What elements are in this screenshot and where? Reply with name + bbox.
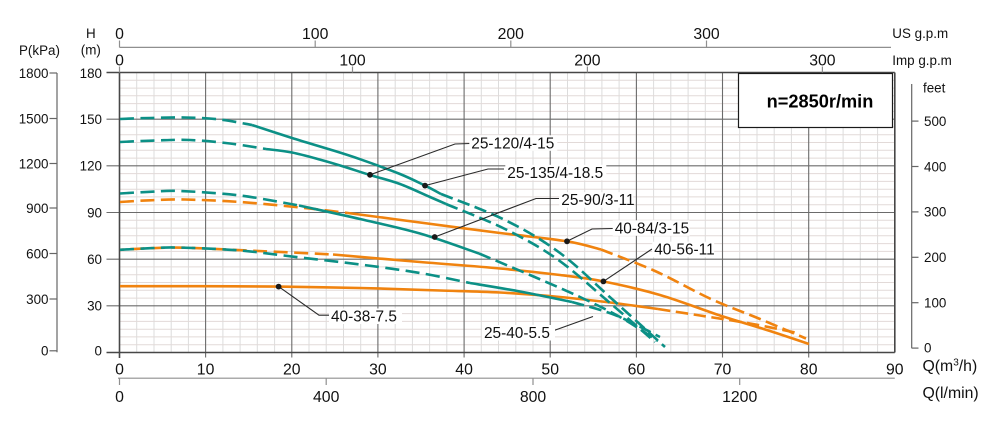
svg-text:Q(m3/h): Q(m3/h) <box>923 357 978 375</box>
svg-text:30: 30 <box>87 299 102 314</box>
svg-text:900: 900 <box>26 201 48 216</box>
svg-text:300: 300 <box>924 205 946 220</box>
svg-text:70: 70 <box>714 361 732 378</box>
svg-text:25-40-5.5: 25-40-5.5 <box>484 325 550 342</box>
svg-text:100: 100 <box>302 26 329 43</box>
svg-text:Q(l/min): Q(l/min) <box>923 385 979 402</box>
svg-text:1200: 1200 <box>722 389 757 406</box>
svg-text:10: 10 <box>197 361 215 378</box>
svg-text:0: 0 <box>95 344 102 359</box>
svg-text:400: 400 <box>924 159 946 174</box>
svg-text:40-38-7.5: 40-38-7.5 <box>331 309 397 326</box>
svg-text:300: 300 <box>809 52 836 69</box>
svg-text:80: 80 <box>800 361 818 378</box>
svg-text:100: 100 <box>339 52 366 69</box>
svg-text:H: H <box>86 26 96 41</box>
svg-text:Imp g.p.m: Imp g.p.m <box>892 53 952 68</box>
svg-text:300: 300 <box>693 26 720 43</box>
svg-text:1200: 1200 <box>19 156 49 171</box>
svg-text:800: 800 <box>520 389 547 406</box>
svg-text:40: 40 <box>455 361 473 378</box>
svg-text:30: 30 <box>369 361 387 378</box>
svg-text:200: 200 <box>924 250 946 265</box>
svg-text:n=2850r/min: n=2850r/min <box>767 92 874 112</box>
svg-text:0: 0 <box>115 52 124 69</box>
svg-text:(m): (m) <box>81 43 101 58</box>
svg-text:300: 300 <box>26 292 48 307</box>
svg-text:US g.p.m: US g.p.m <box>892 26 948 41</box>
svg-text:25-90/3-11: 25-90/3-11 <box>561 192 634 209</box>
svg-text:40-56-11: 40-56-11 <box>654 242 714 259</box>
svg-text:400: 400 <box>313 389 340 406</box>
svg-text:100: 100 <box>924 296 946 311</box>
svg-text:0: 0 <box>115 361 124 378</box>
svg-text:25-135/4-18.5: 25-135/4-18.5 <box>507 165 603 182</box>
svg-text:200: 200 <box>574 52 601 69</box>
svg-text:0: 0 <box>115 26 124 43</box>
svg-text:0: 0 <box>924 340 931 355</box>
svg-text:20: 20 <box>283 361 301 378</box>
svg-text:200: 200 <box>498 26 525 43</box>
svg-text:P(kPa): P(kPa) <box>19 43 60 58</box>
svg-text:0: 0 <box>41 344 48 359</box>
svg-text:40-84/3-15: 40-84/3-15 <box>615 220 689 237</box>
svg-text:60: 60 <box>87 252 102 267</box>
svg-text:600: 600 <box>26 246 48 261</box>
svg-text:150: 150 <box>80 112 102 127</box>
svg-text:50: 50 <box>541 361 559 378</box>
svg-text:90: 90 <box>886 361 904 378</box>
svg-text:90: 90 <box>87 205 102 220</box>
svg-text:500: 500 <box>924 114 946 129</box>
svg-text:feet: feet <box>923 81 946 96</box>
svg-text:120: 120 <box>80 159 102 174</box>
svg-text:180: 180 <box>80 66 102 81</box>
svg-text:1800: 1800 <box>19 66 49 81</box>
svg-text:60: 60 <box>628 361 646 378</box>
svg-text:0: 0 <box>115 389 124 406</box>
svg-text:25-120/4-15: 25-120/4-15 <box>471 135 554 152</box>
svg-text:1500: 1500 <box>19 111 49 126</box>
